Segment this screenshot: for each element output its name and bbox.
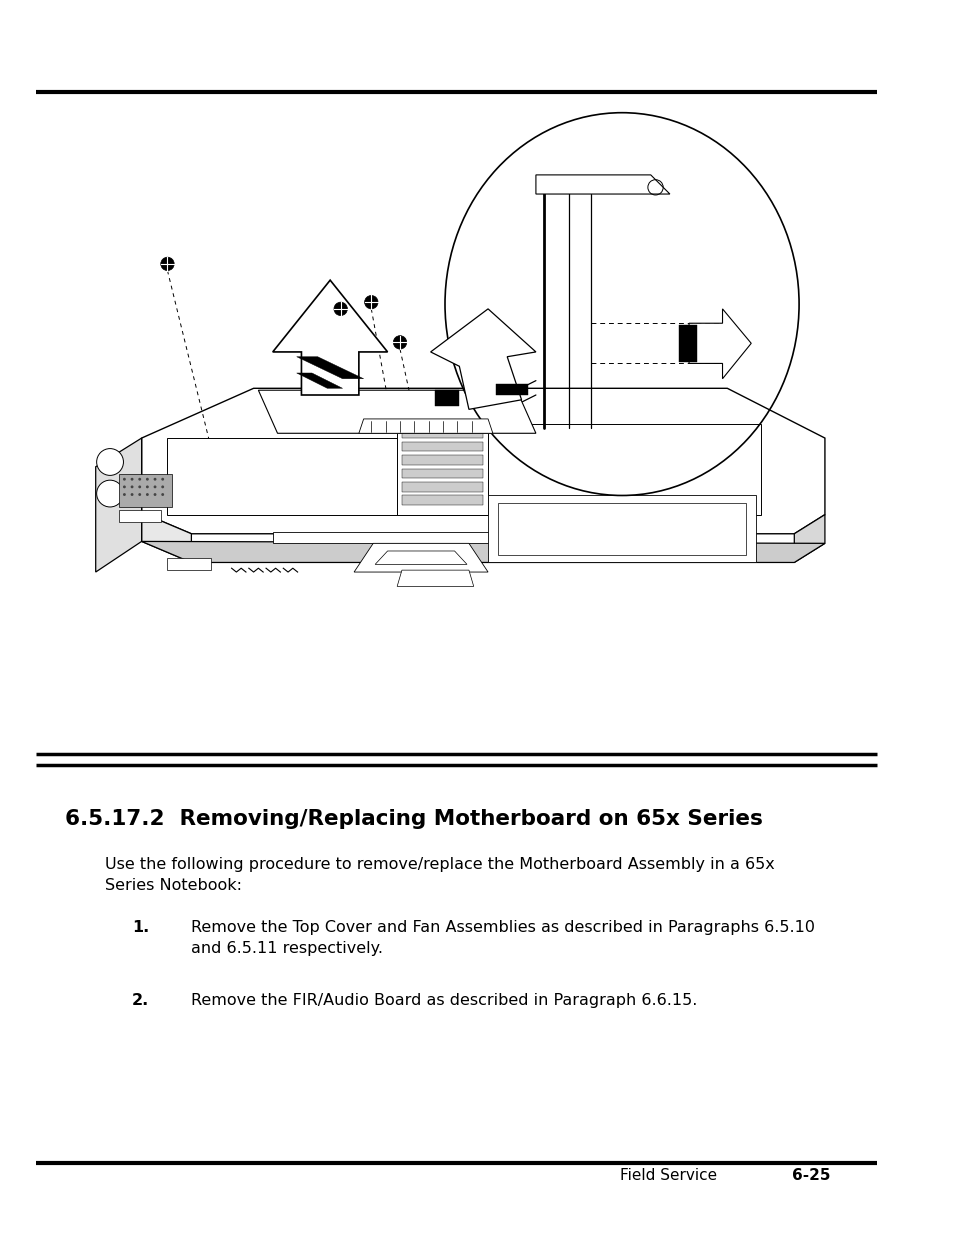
- Circle shape: [123, 485, 126, 488]
- Polygon shape: [396, 424, 488, 515]
- Text: Field Service: Field Service: [619, 1167, 717, 1183]
- Circle shape: [123, 478, 126, 480]
- Circle shape: [161, 485, 164, 488]
- Polygon shape: [401, 429, 483, 438]
- Polygon shape: [118, 510, 161, 522]
- Polygon shape: [168, 558, 211, 571]
- Circle shape: [96, 448, 123, 475]
- Polygon shape: [273, 532, 612, 543]
- Polygon shape: [437, 424, 760, 515]
- Polygon shape: [435, 390, 459, 406]
- Circle shape: [334, 303, 347, 316]
- Polygon shape: [118, 474, 172, 508]
- Polygon shape: [296, 373, 342, 388]
- Circle shape: [146, 485, 149, 488]
- Circle shape: [161, 257, 174, 270]
- Polygon shape: [497, 503, 745, 555]
- Circle shape: [153, 493, 156, 496]
- Polygon shape: [401, 482, 483, 492]
- Polygon shape: [536, 175, 669, 194]
- Polygon shape: [688, 309, 750, 379]
- Circle shape: [131, 485, 133, 488]
- Circle shape: [96, 480, 123, 508]
- Polygon shape: [141, 541, 824, 562]
- Circle shape: [364, 295, 377, 309]
- Polygon shape: [258, 390, 536, 433]
- Polygon shape: [679, 325, 696, 362]
- Polygon shape: [354, 543, 488, 572]
- Polygon shape: [401, 442, 483, 452]
- Polygon shape: [496, 384, 528, 395]
- Polygon shape: [358, 419, 493, 433]
- Text: Remove the FIR/Audio Board as described in Paragraph 6.6.15.: Remove the FIR/Audio Board as described …: [192, 993, 697, 1008]
- Circle shape: [138, 478, 141, 480]
- Polygon shape: [141, 513, 192, 562]
- Circle shape: [153, 485, 156, 488]
- Polygon shape: [794, 515, 824, 562]
- Circle shape: [161, 478, 164, 480]
- Text: Remove the Top Cover and Fan Assemblies as described in Paragraphs 6.5.10
and 6.: Remove the Top Cover and Fan Assemblies …: [192, 920, 815, 956]
- Circle shape: [138, 485, 141, 488]
- Text: 1.: 1.: [132, 920, 150, 935]
- Polygon shape: [168, 438, 396, 515]
- Polygon shape: [273, 280, 387, 395]
- Text: 6.5.17.2  Removing/Replacing Motherboard on 65x Series: 6.5.17.2 Removing/Replacing Motherboard …: [65, 809, 762, 830]
- Text: Use the following procedure to remove/replace the Motherboard Assembly in a 65x
: Use the following procedure to remove/re…: [105, 857, 774, 893]
- Circle shape: [131, 493, 133, 496]
- Circle shape: [146, 478, 149, 480]
- Text: 2.: 2.: [132, 993, 150, 1008]
- Polygon shape: [401, 495, 483, 505]
- Polygon shape: [401, 456, 483, 464]
- Circle shape: [123, 493, 126, 496]
- Polygon shape: [488, 495, 755, 562]
- Text: 6-25: 6-25: [792, 1167, 830, 1183]
- Polygon shape: [95, 438, 141, 572]
- Circle shape: [131, 478, 133, 480]
- Circle shape: [146, 493, 149, 496]
- Circle shape: [393, 336, 406, 350]
- Polygon shape: [375, 551, 467, 564]
- Circle shape: [138, 493, 141, 496]
- Polygon shape: [430, 309, 536, 409]
- Circle shape: [161, 493, 164, 496]
- Polygon shape: [296, 357, 363, 379]
- Circle shape: [153, 478, 156, 480]
- Polygon shape: [141, 388, 824, 534]
- Polygon shape: [401, 469, 483, 478]
- Polygon shape: [396, 571, 474, 587]
